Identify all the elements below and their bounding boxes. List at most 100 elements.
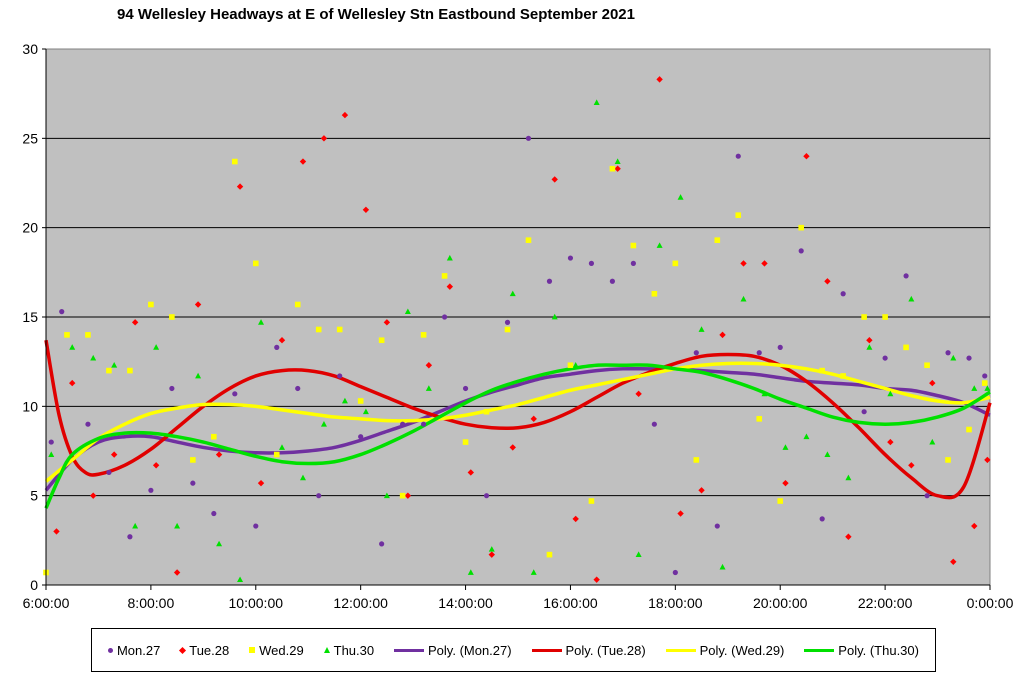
data-point bbox=[216, 540, 223, 547]
data-point bbox=[614, 158, 621, 164]
y-tick-label: 0 bbox=[30, 577, 38, 593]
data-point bbox=[85, 421, 91, 427]
chart-canvas: 0 5 10 15 20 25 30 6:00:00 8:00:00 10:00:00 12:00:… bbox=[22, 41, 1013, 611]
data-point bbox=[803, 433, 810, 440]
data-point bbox=[190, 480, 196, 486]
data-point bbox=[672, 569, 678, 576]
legend-item-poly-mon27: Poly. (Mon.27) bbox=[394, 643, 512, 658]
data-point bbox=[258, 319, 265, 325]
y-tick-label: 25 bbox=[22, 130, 38, 146]
data-point bbox=[378, 337, 385, 344]
data-point bbox=[698, 326, 705, 332]
data-point bbox=[110, 451, 118, 458]
data-point bbox=[981, 380, 988, 386]
data-point bbox=[53, 528, 60, 535]
legend-item-wed29: Wed.29 bbox=[249, 643, 304, 658]
x-tick-label: 18:00:00 bbox=[648, 595, 703, 611]
diamond-marker-icon bbox=[179, 646, 187, 654]
data-point bbox=[698, 487, 705, 494]
data-point bbox=[483, 408, 490, 415]
data-point bbox=[232, 391, 238, 397]
data-point bbox=[982, 373, 988, 379]
data-point bbox=[756, 416, 763, 422]
data-point bbox=[635, 390, 642, 398]
data-point bbox=[111, 362, 118, 368]
data-point bbox=[85, 332, 91, 338]
data-point bbox=[567, 255, 574, 261]
data-point bbox=[425, 385, 432, 391]
x-tick-label: 14:00:00 bbox=[438, 595, 493, 611]
data-point bbox=[357, 398, 364, 404]
data-point bbox=[824, 278, 831, 285]
data-point bbox=[152, 462, 160, 469]
data-point bbox=[379, 541, 385, 547]
data-point bbox=[195, 372, 202, 379]
data-point bbox=[467, 469, 474, 476]
data-point bbox=[761, 390, 768, 397]
data-point bbox=[971, 385, 978, 391]
data-point bbox=[782, 444, 789, 450]
data-point bbox=[714, 523, 720, 529]
data-point bbox=[819, 367, 825, 374]
data-point bbox=[525, 135, 532, 141]
data-point bbox=[740, 260, 747, 267]
line-marker-icon bbox=[665, 648, 696, 652]
data-point bbox=[425, 362, 433, 369]
data-point bbox=[336, 326, 343, 333]
data-point bbox=[635, 551, 642, 558]
data-point bbox=[861, 314, 867, 320]
data-point bbox=[362, 206, 370, 213]
data-point bbox=[148, 487, 154, 493]
x-tick-label: 6:00:00 bbox=[23, 595, 70, 611]
trendline bbox=[44, 339, 992, 500]
data-point bbox=[274, 344, 280, 350]
data-point bbox=[551, 313, 558, 320]
data-point bbox=[908, 295, 915, 302]
data-point bbox=[572, 362, 579, 368]
data-point bbox=[421, 421, 427, 427]
data-point bbox=[337, 373, 343, 379]
legend-label-poly-wed29: Poly. (Wed.29) bbox=[699, 642, 785, 658]
data-point bbox=[253, 523, 259, 529]
x-tick-label: 10:00:00 bbox=[229, 595, 284, 611]
data-point bbox=[420, 332, 427, 338]
data-point bbox=[441, 273, 448, 279]
data-point bbox=[400, 421, 406, 427]
data-point bbox=[504, 326, 511, 333]
data-point bbox=[153, 344, 160, 350]
data-point bbox=[462, 439, 469, 445]
data-point bbox=[777, 344, 783, 350]
data-point bbox=[845, 533, 852, 540]
data-point bbox=[924, 362, 930, 369]
data-point bbox=[971, 522, 978, 530]
data-point bbox=[106, 367, 112, 374]
legend-item-poly-tue28: Poly. (Tue.28) bbox=[531, 643, 646, 658]
data-point bbox=[677, 510, 684, 517]
data-point bbox=[148, 301, 154, 308]
data-point bbox=[509, 290, 516, 297]
data-point bbox=[106, 469, 112, 476]
data-point bbox=[551, 176, 558, 183]
data-point bbox=[984, 456, 991, 464]
data-point bbox=[278, 337, 286, 344]
data-point bbox=[525, 237, 532, 243]
data-point bbox=[950, 354, 957, 361]
legend-item-thu30: Thu.30 bbox=[323, 643, 374, 658]
data-point bbox=[803, 153, 810, 160]
data-point bbox=[295, 385, 301, 392]
trendline bbox=[44, 361, 991, 483]
data-point bbox=[656, 242, 663, 248]
data-point bbox=[546, 551, 553, 558]
chart-title: 94 Wellesley Headways at E of Wellesley … bbox=[117, 6, 635, 23]
data-point bbox=[866, 337, 873, 344]
data-point bbox=[90, 354, 97, 361]
data-point bbox=[966, 426, 972, 433]
data-point bbox=[882, 314, 888, 320]
x-tick-label: 20:00:00 bbox=[753, 595, 808, 611]
legend-label-wed29: Wed.29 bbox=[259, 642, 304, 658]
data-point bbox=[882, 355, 888, 361]
data-point bbox=[693, 350, 699, 356]
data-point bbox=[929, 379, 936, 387]
data-point bbox=[714, 237, 721, 243]
data-point bbox=[404, 308, 411, 315]
